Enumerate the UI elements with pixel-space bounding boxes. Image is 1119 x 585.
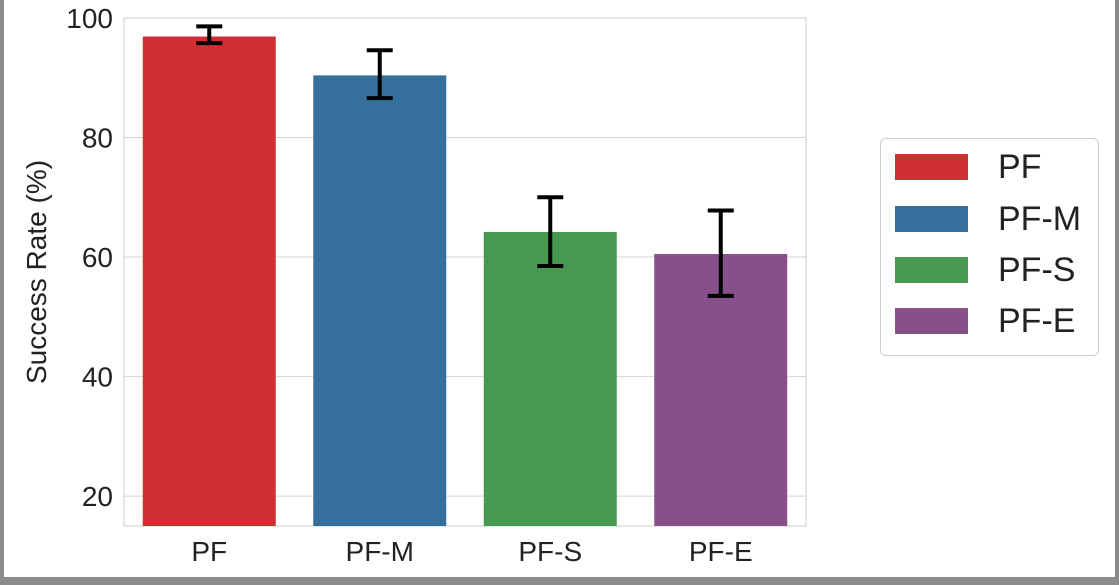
y-tick-label-20: 20	[82, 481, 113, 512]
x-tick-label-pf-s: PF-S	[518, 536, 582, 567]
y-tick-labels: 20 40 60 80 100	[66, 3, 113, 512]
legend-item-pf-e: PF-E	[895, 301, 1075, 341]
y-tick-label-100: 100	[66, 3, 113, 34]
legend-label-pf-s: PF-S	[998, 250, 1076, 289]
bar-pf-s	[483, 231, 617, 526]
legend-label-pf-e: PF-E	[998, 301, 1076, 340]
legend-swatch-pf-m	[895, 206, 968, 232]
error-bar-pf-s	[537, 195, 564, 269]
error-bar-pf	[196, 24, 223, 46]
plot-border	[123, 17, 807, 527]
y-axis-label: Success Rate (%)	[21, 160, 52, 384]
legend-label-pf-m: PF-M	[998, 199, 1082, 238]
x-tick-label-pf-m: PF-M	[346, 536, 414, 567]
error-bars	[196, 24, 734, 298]
bar-chart: 20 40 60 80 100 PF PF-M PF-S PF-E Success Rate …	[21, 3, 807, 567]
bars	[142, 36, 788, 526]
legend: PF PF-M PF-S PF-E	[880, 138, 1099, 356]
error-bar-pf-m	[366, 48, 393, 101]
error-bar-pf-e	[707, 208, 734, 298]
x-tick-labels: PF PF-M PF-S PF-E	[191, 536, 752, 567]
legend-item-pf-m: PF-M	[895, 199, 1081, 239]
legend-swatch-pf-s	[895, 257, 968, 283]
y-tick-label-60: 60	[82, 242, 113, 273]
legend-item-pf: PF	[895, 147, 1041, 187]
y-tick-label-40: 40	[82, 362, 113, 393]
bar-pf-m	[313, 75, 447, 526]
y-tick-label-80: 80	[82, 123, 113, 154]
legend-label-pf: PF	[998, 147, 1042, 186]
figure-frame: 20 40 60 80 100 PF PF-M PF-S PF-E Success Rate …	[4, 0, 1115, 577]
legend-item-pf-s: PF-S	[895, 250, 1075, 290]
bar-pf-e	[654, 254, 788, 526]
legend-swatch-pf-e	[895, 308, 968, 334]
legend-swatch-pf	[895, 154, 968, 180]
x-tick-label-pf: PF	[191, 536, 227, 567]
x-tick-label-pf-e: PF-E	[689, 536, 753, 567]
bar-pf	[142, 36, 276, 526]
